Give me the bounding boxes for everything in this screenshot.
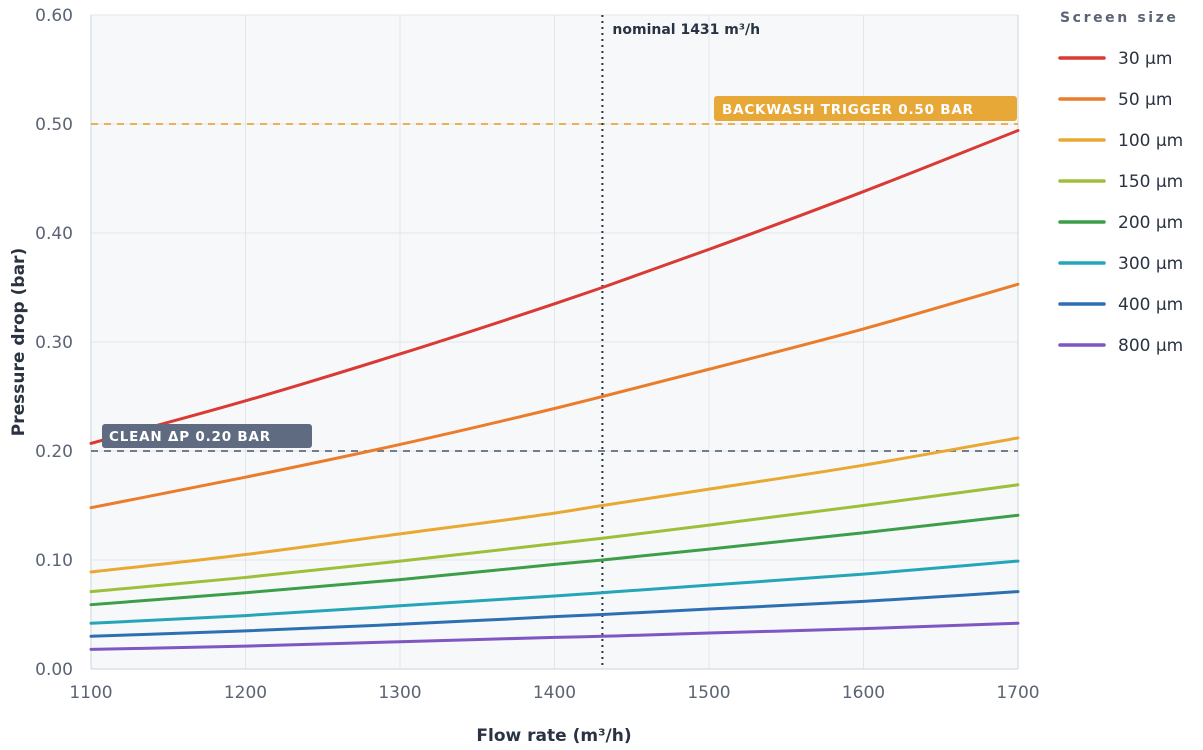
y-tick-label: 0.40: [35, 224, 73, 244]
y-tick-label: 0.00: [35, 660, 73, 680]
x-tick-label: 1500: [687, 683, 730, 703]
x-tick-label: 1200: [224, 683, 267, 703]
x-tick-label: 1300: [378, 683, 421, 703]
legend: 30 µm 50 µm 100 µm 150 µm 200 µm 300 µm 400 µm…: [1058, 49, 1183, 356]
clean-label: CLEAN ΔP 0.20 BAR: [109, 429, 271, 445]
x-tick-label: 1700: [996, 683, 1039, 703]
reference-lines: [91, 15, 1018, 669]
y-axis-title: Pressure drop (bar): [9, 248, 29, 436]
series-lines: [89, 129, 1020, 651]
x-tick-label: 1600: [842, 683, 885, 703]
y-tick-label: 0.20: [35, 442, 73, 462]
series-line: [89, 513, 1020, 607]
tick-labels: 1100 1200 1300 1400 1500 1600 1700 0.00 0.10 0.20…: [35, 6, 1039, 703]
nominal-flow-label: nominal 1431 m³/h: [612, 22, 760, 38]
annotations: BACKWASH TRIGGER 0.50 BAR CLEAN ΔP 0.20 B…: [102, 22, 1017, 448]
y-tick-label: 0.50: [35, 115, 73, 135]
legend-label: 50 µm: [1118, 90, 1172, 110]
y-tick-label: 0.10: [35, 551, 73, 571]
series-line: [89, 559, 1020, 625]
series-line: [89, 436, 1020, 574]
series-line: [89, 483, 1020, 594]
legend-label: 400 µm: [1118, 295, 1183, 315]
x-tick-label: 1100: [69, 683, 112, 703]
backwash-label-box: [714, 96, 1017, 121]
x-axis-title: Flow rate (m³/h): [476, 726, 631, 746]
legend-label: 100 µm: [1118, 131, 1183, 151]
series-line: [89, 129, 1020, 445]
legend-label: 300 µm: [1118, 254, 1183, 274]
legend-label: 150 µm: [1118, 172, 1183, 192]
legend-title: Screen size: [1060, 10, 1179, 26]
backwash-label: BACKWASH TRIGGER 0.50 BAR: [722, 102, 974, 118]
y-tick-label: 0.60: [35, 6, 73, 26]
legend-label: 200 µm: [1118, 213, 1183, 233]
clean-label-box: [102, 424, 312, 448]
series-line: [89, 282, 1020, 510]
legend-label: 30 µm: [1118, 49, 1172, 69]
y-tick-label: 0.30: [35, 333, 73, 353]
x-tick-label: 1400: [533, 683, 576, 703]
series-line: [89, 590, 1020, 638]
legend-label: 800 µm: [1118, 336, 1183, 356]
series-line: [89, 621, 1020, 651]
